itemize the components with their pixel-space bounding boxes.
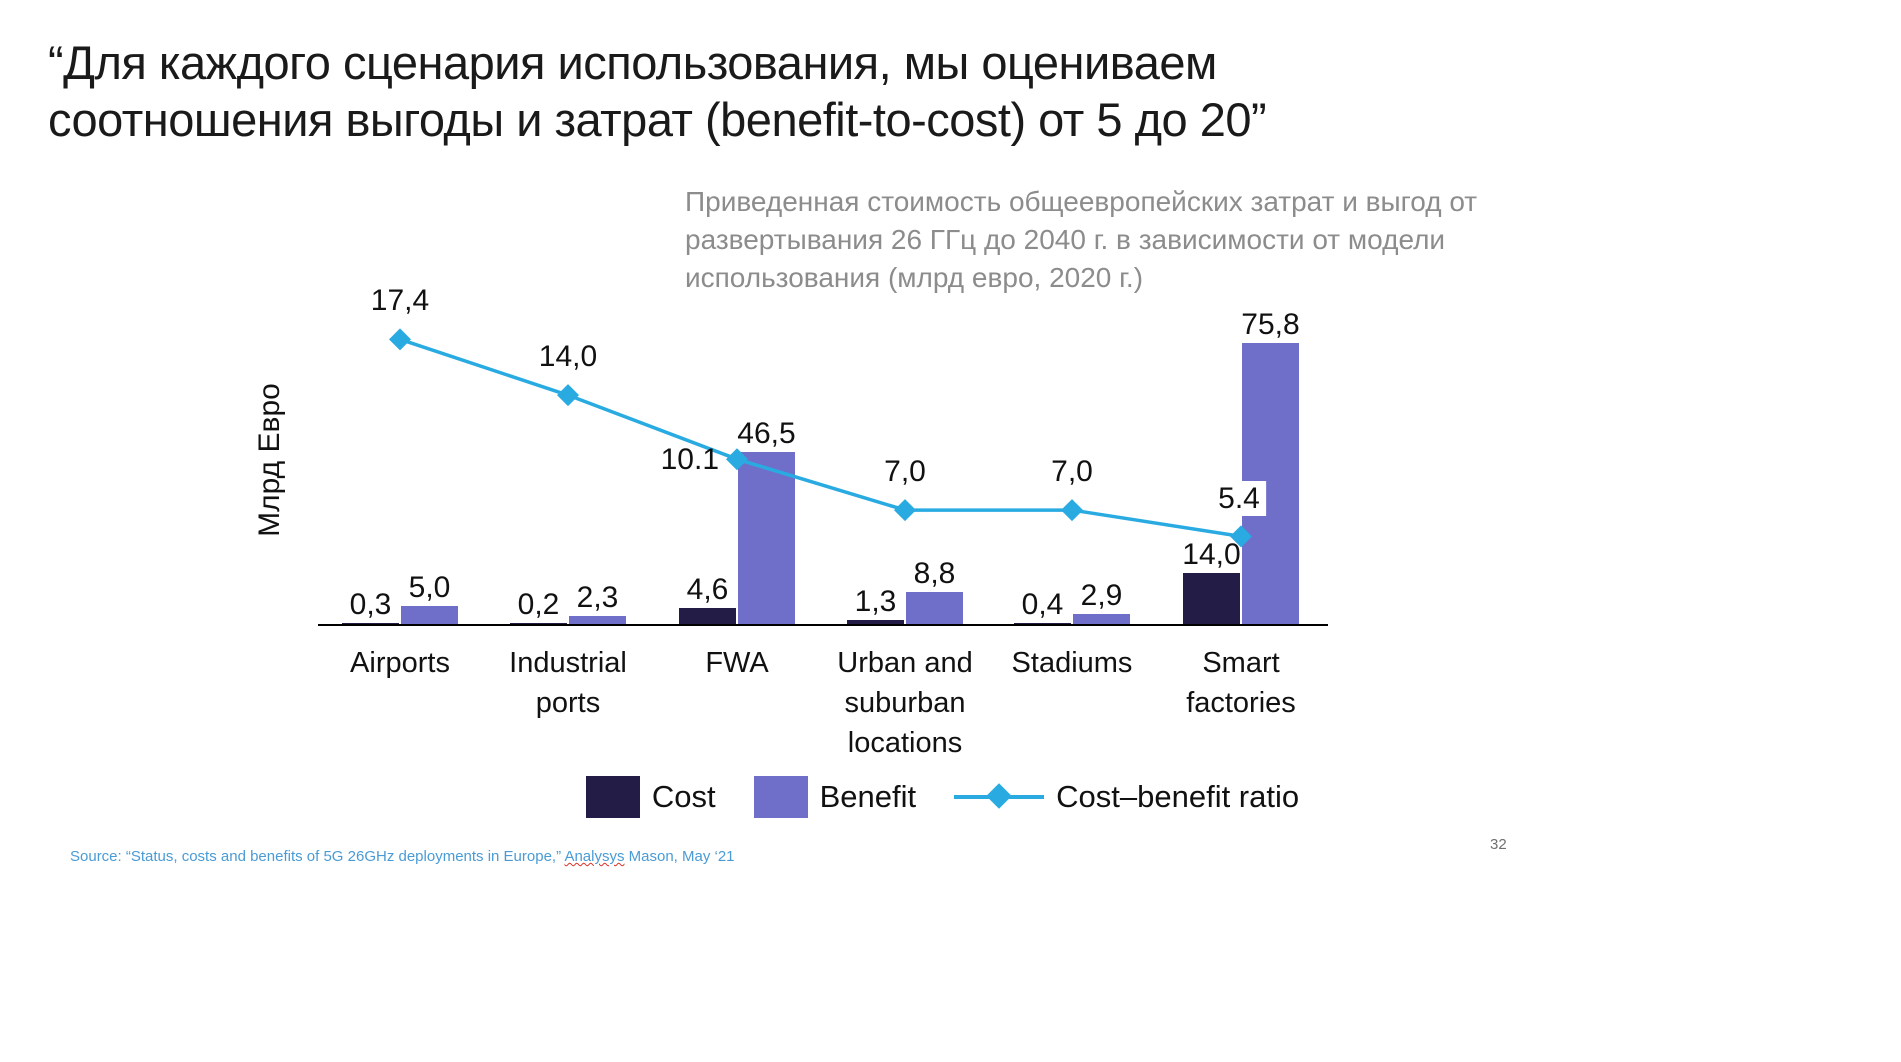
- category-label: Urban and suburban locations: [837, 647, 973, 759]
- category-label: Industrial ports: [509, 647, 627, 719]
- cost-value-label: 1,3: [854, 585, 897, 619]
- legend-label-cost: Cost: [651, 779, 716, 814]
- slide-title: “Для каждого сценария использования, мы …: [48, 34, 1267, 149]
- cost-value-label: 14,0: [1182, 537, 1241, 571]
- cost-swatch: [585, 776, 640, 818]
- source-text-suffix: Mason, May ‘21: [624, 848, 735, 865]
- ratio-marker-icon: [1061, 499, 1083, 522]
- category-label: FWA: [705, 647, 769, 679]
- ratio-value-label: 7,0: [1051, 455, 1093, 489]
- ratio-marker-icon: [389, 328, 411, 351]
- title-line-1: “Для каждого сценария использования, мы …: [48, 36, 1217, 89]
- chart-description: Приведенная стоимость общеевропейских за…: [685, 183, 1477, 297]
- benefit-bar: [906, 592, 963, 625]
- benefit-bar: [401, 606, 458, 625]
- ratio-value-label: 7,0: [884, 455, 926, 489]
- ratio-diamond-icon: [986, 783, 1012, 809]
- legend-item-cost: Cost: [585, 776, 716, 818]
- ratio-line: [399, 337, 1242, 539]
- title-line-2: соотношения выгоды и затрат (benefit-to-…: [48, 93, 1267, 147]
- ratio-marker-icon: [894, 499, 916, 522]
- legend-item-benefit: Benefit: [753, 776, 917, 818]
- spellcheck-word: Analysys: [564, 848, 625, 865]
- ratio-marker-icon: [557, 384, 579, 407]
- cost-value-label: 0,2: [517, 588, 560, 621]
- benefit-bar: [738, 452, 795, 625]
- source-note: Source: “Status, costs and benefits of 5…: [70, 848, 735, 865]
- benefit-swatch: [753, 776, 808, 818]
- benefit-value-label: 5,0: [408, 571, 451, 605]
- legend-label-benefit: Benefit: [819, 779, 917, 814]
- cost-bar: [847, 620, 904, 625]
- page-number: 32: [1490, 836, 1507, 853]
- ratio-value-label: 14,0: [538, 340, 598, 374]
- cost-bar: [679, 607, 736, 625]
- benefit-value-label: 8,8: [913, 557, 956, 591]
- category-label: Stadiums: [1011, 647, 1133, 679]
- cost-value-label: 0,4: [1021, 588, 1064, 621]
- description-line-1: Приведенная стоимость общеевропейских за…: [685, 186, 1478, 217]
- cost-value-label: 0,3: [349, 588, 392, 621]
- chart-legend: Cost Benefit Cost–benefit ratio: [320, 776, 1565, 818]
- benefit-bar: [569, 616, 626, 625]
- ratio-line-swatch: [954, 783, 1045, 809]
- legend-item-ratio: Cost–benefit ratio: [954, 779, 1299, 815]
- benefit-value-label: 2,9: [1080, 579, 1123, 613]
- ratio-value-label: 17,4: [370, 284, 430, 318]
- cost-value-label: 4,6: [686, 572, 729, 606]
- description-line-2: развертывания 26 ГГц до 2040 г. в зависи…: [685, 224, 1446, 255]
- category-label: Smart factories: [1186, 647, 1296, 719]
- category-label: Airports: [350, 647, 450, 679]
- x-axis-line: [318, 624, 1328, 626]
- benefit-value-label: 75,8: [1241, 308, 1300, 342]
- legend-label-ratio: Cost–benefit ratio: [1056, 779, 1300, 814]
- ratio-value-label: 5.4: [1212, 481, 1266, 517]
- benefit-bar: [1073, 614, 1130, 625]
- description-line-3: использования (млрд евро, 2020 г.): [685, 262, 1144, 293]
- benefit-value-label: 2,3: [576, 581, 619, 615]
- source-text-prefix: Source: “Status, costs and benefits of 5…: [70, 848, 565, 865]
- ratio-value-label: 10.1: [660, 443, 719, 477]
- benefit-value-label: 46,5: [737, 417, 796, 451]
- cost-bar: [1183, 572, 1240, 625]
